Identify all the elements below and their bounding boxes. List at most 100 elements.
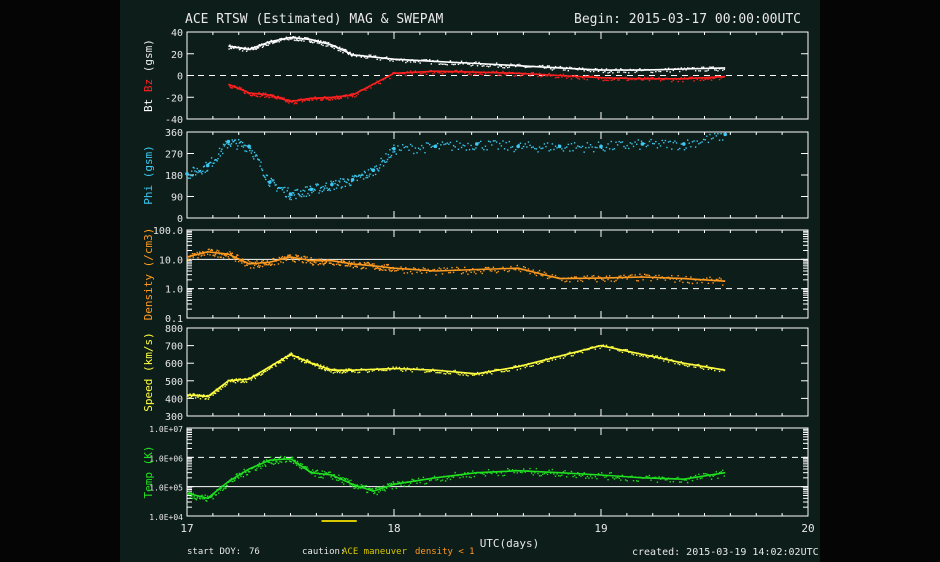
mag-noise-point [578, 78, 581, 80]
phi-point [557, 144, 562, 149]
phi-noise-point [233, 140, 235, 143]
speed-noise-point [326, 366, 328, 368]
phi-noise-point [472, 148, 474, 150]
mag-noise-point [659, 70, 662, 73]
temp-noise-point [225, 487, 227, 489]
speed-noise-point [500, 370, 503, 373]
speed-noise-point [476, 371, 479, 374]
phi-noise-point [645, 145, 647, 148]
phi-noise-point [261, 168, 263, 170]
phi-noise-point [327, 188, 330, 191]
phi-noise-point [387, 153, 390, 156]
mag-noise-point [489, 65, 491, 67]
phi-noise-point [206, 169, 209, 172]
phi-y-tick-label: 90 [171, 193, 183, 204]
speed-noise-point [351, 370, 354, 373]
speed-noise-point [316, 363, 319, 365]
phi-noise-point [222, 143, 225, 146]
mag-noise-point [565, 77, 568, 79]
phi-noise-point [495, 141, 498, 143]
speed-noise-point [279, 361, 281, 363]
mag-noise-point [693, 67, 695, 69]
phi-noise-point [478, 141, 480, 144]
density-noise-point [311, 262, 313, 265]
phi-noise-point [457, 148, 460, 150]
density-noise-point [456, 266, 458, 269]
speed-noise-point [666, 357, 668, 359]
phi-noise-point [624, 147, 627, 149]
mag-noise-point [499, 74, 501, 76]
mag-noise-point [280, 96, 282, 99]
mag-noise-point [256, 95, 258, 98]
mag-noise-point [323, 40, 325, 43]
mag-noise-point [295, 102, 297, 104]
density-noise-point [269, 264, 272, 267]
phi-y-tick-label: 0 [177, 214, 183, 225]
temp-noise-point [542, 473, 544, 475]
phi-noise-point [305, 195, 308, 197]
density-noise-point [262, 259, 265, 262]
speed-noise-point [602, 344, 604, 346]
density-noise-point [637, 280, 640, 282]
phi-noise-point [365, 176, 367, 179]
phi-noise-point [570, 143, 573, 145]
caution-label: caution: [302, 547, 346, 557]
density-noise-point [378, 267, 380, 270]
temp-noise-point [413, 479, 415, 481]
phi-noise-point [465, 149, 468, 151]
speed-noise-point [365, 369, 367, 372]
temp-noise-point [362, 486, 365, 488]
begin-time: Begin: 2015-03-17 00:00:00UTC [574, 12, 801, 27]
speed-noise-point [473, 374, 476, 376]
speed-noise-point [430, 370, 433, 372]
density-noise-point [435, 274, 437, 276]
phi-noise-point [279, 187, 281, 189]
phi-noise-point [658, 143, 660, 145]
mag-noise-point [258, 43, 261, 46]
mag-noise-point [612, 79, 614, 81]
temp-noise-point [720, 471, 722, 473]
temp-noise-point [344, 478, 347, 481]
phi-noise-point [361, 173, 363, 176]
mag-noise-point [710, 66, 713, 69]
temp-noise-point [645, 475, 647, 478]
mag-noise-point [564, 69, 566, 71]
phi-noise-point [605, 146, 608, 149]
temp-noise-point [293, 459, 296, 461]
phi-noise-point [326, 187, 328, 189]
density-noise-point [281, 255, 284, 258]
mag-noise-point [581, 76, 584, 79]
phi-noise-point [262, 174, 265, 177]
phi-noise-point [242, 146, 245, 148]
phi-noise-point [578, 145, 581, 148]
temp-noise-point [383, 489, 386, 491]
mag-noise-point [610, 79, 612, 81]
temp-noise-point [215, 494, 218, 496]
mag-noise-point [273, 41, 276, 44]
mag-noise-point [444, 63, 447, 66]
density-noise-point [241, 262, 243, 264]
temp-noise-point [188, 490, 190, 493]
density-noise-point [449, 271, 452, 274]
temp-noise-point [190, 492, 192, 494]
phi-noise-point [237, 145, 239, 147]
phi-noise-point [260, 161, 262, 163]
phi-noise-point [223, 145, 226, 147]
phi-noise-point [618, 140, 620, 143]
mag-noise-point [411, 73, 413, 75]
density-noise-point [241, 258, 244, 260]
mag-noise-point [460, 60, 463, 62]
temp-noise-point [204, 494, 206, 496]
density-noise-point [669, 278, 671, 280]
temp-noise-point [288, 460, 291, 462]
density-noise-point [225, 255, 227, 257]
density-noise-point [551, 274, 554, 276]
phi-noise-point [200, 171, 202, 173]
temp-noise-point [368, 487, 370, 490]
mag-noise-point [303, 99, 305, 102]
temp-noise-point [238, 472, 241, 475]
temp-noise-point [446, 477, 448, 480]
speed-noise-point [320, 367, 323, 370]
mag-noise-point [343, 48, 345, 51]
